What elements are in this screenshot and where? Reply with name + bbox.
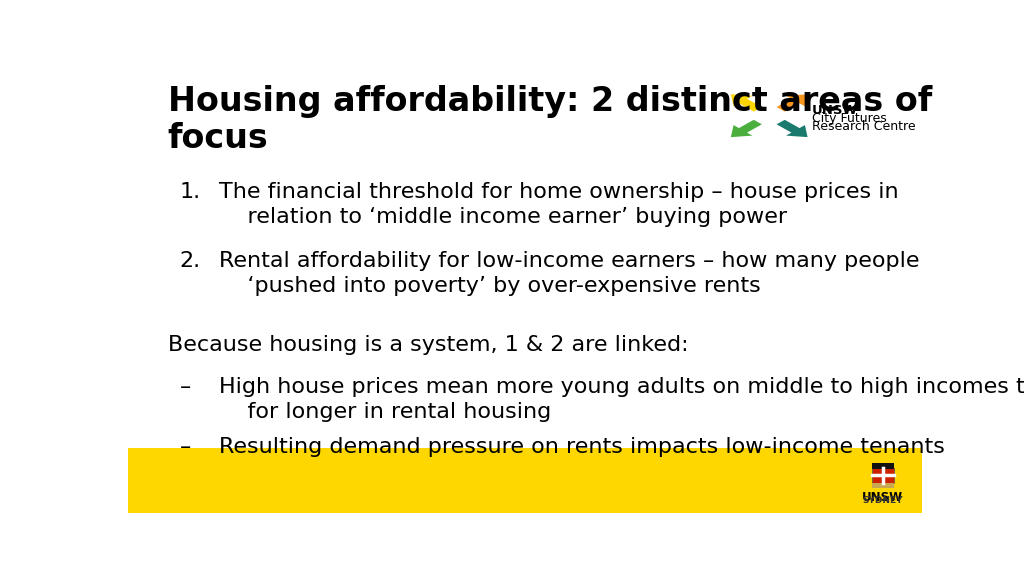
Text: The financial threshold for home ownership – house prices in
    relation to ‘mi: The financial threshold for home ownersh… (219, 182, 899, 227)
Text: Rental affordability for low-income earners – how many people
    ‘pushed into p: Rental affordability for low-income earn… (219, 251, 920, 295)
Text: 2.: 2. (179, 251, 201, 271)
Text: High house prices mean more young adults on middle to high incomes trapped
    f: High house prices mean more young adults… (219, 377, 1024, 422)
Text: UNSW: UNSW (862, 491, 903, 505)
Text: Housing affordability: 2 distinct areas of
focus: Housing affordability: 2 distinct areas … (168, 85, 932, 154)
Polygon shape (776, 94, 808, 112)
Text: Resulting demand pressure on rents impacts low-income tenants: Resulting demand pressure on rents impac… (219, 437, 945, 457)
Bar (128, 448, 922, 513)
Polygon shape (776, 120, 808, 137)
Text: –: – (179, 437, 190, 457)
Bar (871, 468, 894, 483)
Text: Research Centre: Research Centre (812, 120, 915, 134)
Polygon shape (731, 120, 762, 137)
Text: UNSW: UNSW (812, 104, 858, 117)
Polygon shape (731, 94, 762, 112)
Text: 1.: 1. (179, 182, 201, 202)
Text: –: – (179, 377, 190, 397)
Text: SYDNEY: SYDNEY (862, 497, 903, 505)
Text: City Futures: City Futures (812, 112, 887, 125)
Text: Because housing is a system, 1 & 2 are linked:: Because housing is a system, 1 & 2 are l… (168, 335, 688, 355)
Bar (871, 463, 894, 469)
Bar (871, 483, 894, 488)
